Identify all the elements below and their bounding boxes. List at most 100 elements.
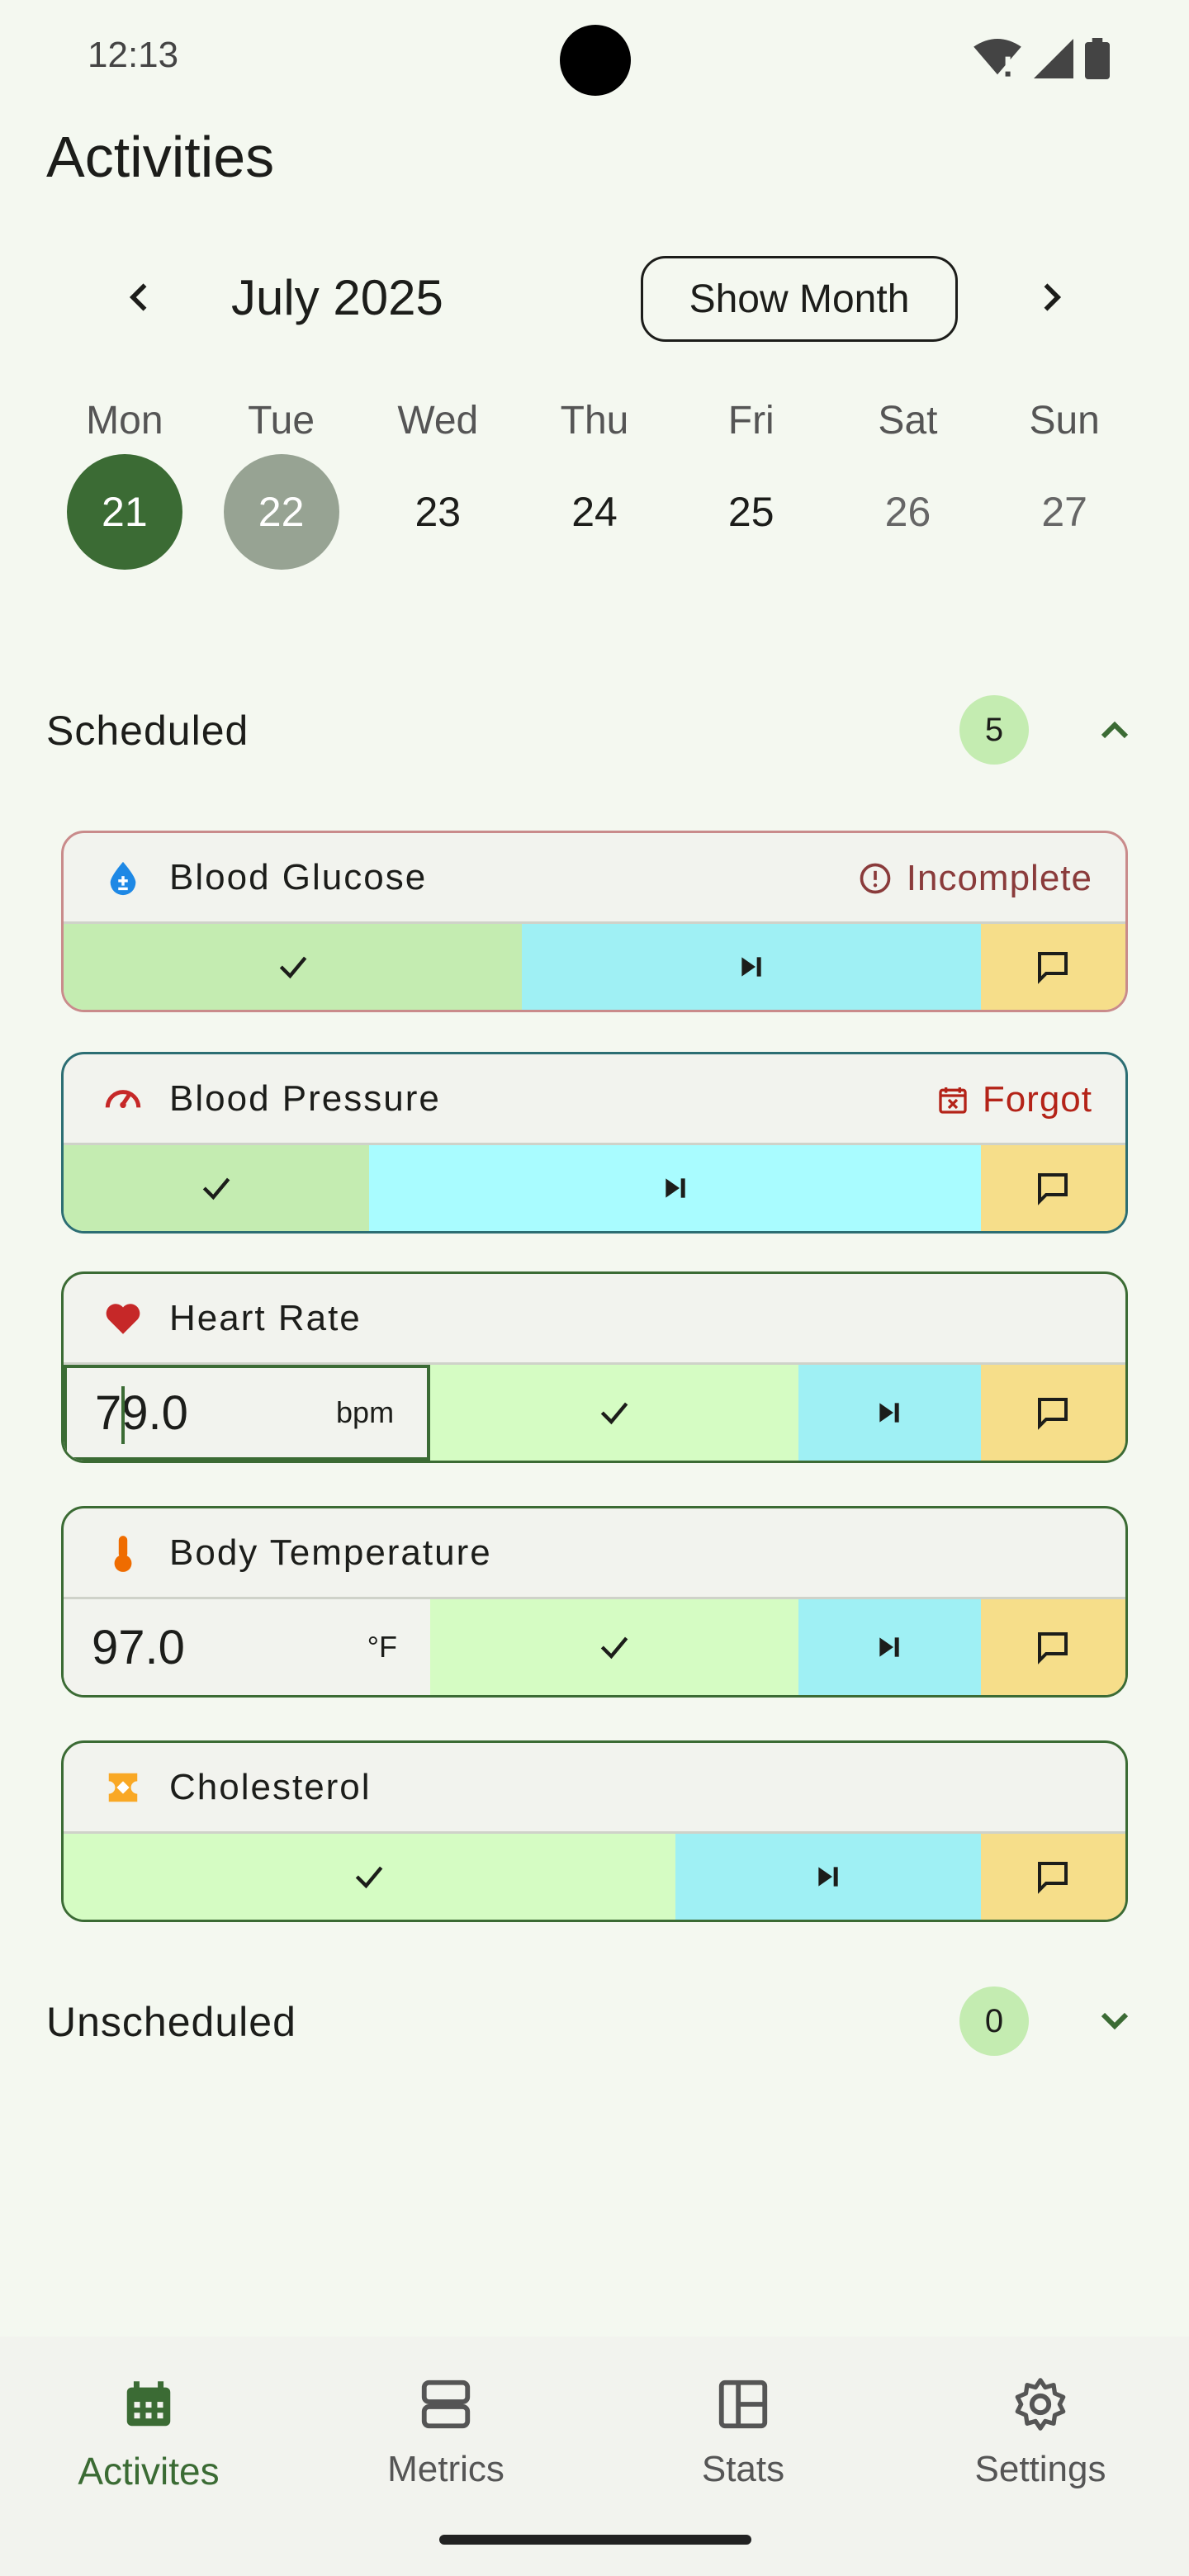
chevron-down-icon [1101, 2012, 1129, 2030]
day-name: Sat [878, 399, 938, 443]
next-week-button[interactable] [1017, 264, 1083, 330]
card-header: Blood Pressure Forgot [64, 1054, 1125, 1145]
activity-card-blood-pressure: Blood Pressure Forgot [61, 1052, 1128, 1234]
check-icon [202, 1177, 230, 1200]
day-number[interactable]: 23 [414, 489, 462, 535]
skip-button[interactable] [798, 1599, 981, 1695]
card-header: Cholesterol [64, 1743, 1125, 1834]
status-text: Incomplete [906, 858, 1092, 898]
home-indicator[interactable] [439, 2535, 751, 2545]
day-tuesday[interactable]: Tue 22 [203, 388, 360, 586]
nav-stats[interactable]: Stats [594, 2371, 892, 2490]
cholesterol-icon [102, 1766, 144, 1809]
nav-metrics[interactable]: Metrics [297, 2371, 594, 2490]
day-saturday[interactable]: Sat 26 [830, 388, 987, 586]
skip-button[interactable] [369, 1145, 981, 1231]
nav-label: Settings [974, 2449, 1106, 2489]
note-button[interactable] [980, 1145, 1125, 1231]
nav-activities[interactable]: Activites [0, 2371, 297, 2493]
temperature-input[interactable]: 97.0 °F [64, 1599, 431, 1695]
nav-label: Activites [78, 2450, 220, 2493]
day-monday[interactable]: Mon 21 [46, 388, 203, 586]
heart-icon [102, 1297, 144, 1340]
card-header: Heart Rate [64, 1274, 1125, 1365]
month-navigation: July 2025 Show Month [0, 248, 1189, 347]
section-title: Scheduled [46, 708, 249, 754]
nav-label: Stats [701, 2449, 785, 2489]
card-title: Blood Pressure [169, 1077, 441, 1119]
note-button[interactable] [980, 1834, 1125, 1920]
chevron-left-icon [129, 283, 147, 311]
comment-icon [1038, 1862, 1068, 1894]
skip-button[interactable] [522, 924, 981, 1010]
card-actions [64, 1145, 1125, 1231]
day-friday[interactable]: Fri 25 [673, 388, 830, 586]
done-button[interactable] [64, 924, 523, 1010]
month-label: July 2025 [231, 270, 443, 325]
card-header: Body Temperature [64, 1508, 1125, 1599]
day-number[interactable]: 27 [1041, 489, 1087, 535]
day-number-selected[interactable]: 21 [66, 454, 182, 570]
week-strip: Mon 21 Tue 22 Wed 23 Thu 24 Fri 25 Sat 2… [46, 388, 1143, 586]
count-badge: 5 [959, 695, 1029, 765]
skip-next-icon [879, 1403, 900, 1423]
check-icon [600, 1636, 628, 1660]
done-button[interactable] [64, 1834, 675, 1920]
activity-card-heart-rate: Heart Rate 79.0 bpm [61, 1271, 1128, 1463]
collapse-button[interactable] [1082, 697, 1148, 763]
card-actions [64, 924, 1125, 1010]
comment-icon [1038, 1632, 1068, 1664]
day-wednesday[interactable]: Wed 23 [359, 388, 516, 586]
check-icon [356, 1866, 383, 1889]
activity-card-cholesterol: Cholesterol [61, 1740, 1128, 1922]
day-number[interactable]: 26 [884, 489, 931, 535]
input-value: 97.0 [92, 1620, 185, 1674]
status-time: 12:13 [88, 35, 179, 75]
nav-settings[interactable]: Settings [892, 2371, 1189, 2490]
day-number[interactable]: 25 [727, 489, 775, 535]
scheduled-section-header[interactable]: Scheduled 5 [0, 692, 1189, 774]
done-button[interactable] [430, 1365, 798, 1461]
camera-cutout [560, 25, 631, 96]
day-name: Thu [560, 399, 629, 443]
count-badge: 0 [959, 1986, 1029, 2056]
note-button[interactable] [980, 1365, 1125, 1461]
gauge-icon [102, 1077, 144, 1120]
skip-next-icon [665, 1178, 685, 1198]
card-header: Blood Glucose Incomplete [64, 833, 1125, 924]
calendar-x-icon [939, 1087, 967, 1114]
bottom-navigation: Activites Metrics Stats Settings [0, 2337, 1189, 2576]
chevron-right-icon [1044, 283, 1062, 311]
status-bar: 12:13 [0, 0, 1189, 116]
previous-week-button[interactable] [107, 264, 173, 330]
nav-label: Metrics [387, 2449, 504, 2489]
note-button[interactable] [980, 1599, 1125, 1695]
expand-button[interactable] [1082, 1988, 1148, 2054]
chevron-up-icon [1101, 721, 1129, 739]
day-sunday[interactable]: Sun 27 [986, 388, 1143, 586]
metrics-icon [413, 2371, 479, 2437]
skip-button[interactable] [798, 1365, 981, 1461]
card-title: Heart Rate [169, 1297, 362, 1338]
done-button[interactable] [430, 1599, 798, 1695]
page-title: Activities [46, 125, 275, 189]
heart-rate-input[interactable]: 79.0 bpm [64, 1365, 431, 1461]
comment-icon [1038, 952, 1068, 984]
day-number[interactable]: 24 [571, 489, 618, 535]
note-button[interactable] [980, 924, 1125, 1010]
section-title: Unscheduled [46, 1999, 296, 2045]
day-thursday[interactable]: Thu 24 [516, 388, 673, 586]
calendar-icon [116, 2371, 182, 2437]
done-button[interactable] [64, 1145, 370, 1231]
unscheduled-section-header[interactable]: Unscheduled 0 [0, 1983, 1189, 2066]
unit-label: °F [367, 1630, 398, 1664]
skip-button[interactable] [675, 1834, 981, 1920]
day-number-today[interactable]: 22 [223, 454, 339, 570]
skip-next-icon [741, 957, 761, 977]
comment-icon [1038, 1173, 1068, 1205]
activity-card-blood-glucose: Blood Glucose Incomplete [61, 831, 1128, 1012]
show-month-button[interactable]: Show Month [641, 256, 958, 342]
day-name: Wed [397, 399, 479, 443]
battery-icon [1085, 38, 1110, 79]
day-name: Mon [86, 399, 163, 443]
